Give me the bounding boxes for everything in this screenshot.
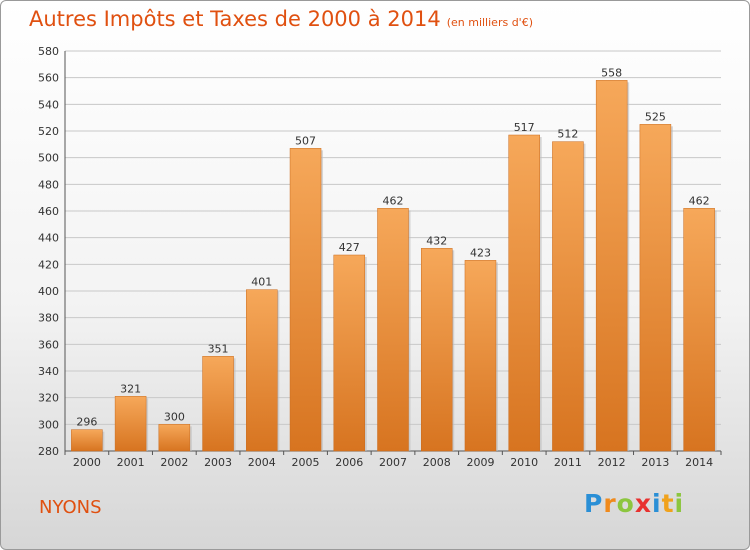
x-tick-label: 2009 xyxy=(466,456,494,469)
x-tick-label: 2005 xyxy=(292,456,320,469)
y-tick-label: 580 xyxy=(38,45,59,58)
chart-title: Autres Impôts et Taxes de 2000 à 2014 (en… xyxy=(29,7,533,31)
data-label-2005: 507 xyxy=(295,134,316,147)
x-tick-label: 2000 xyxy=(73,456,101,469)
y-tick-label: 480 xyxy=(38,178,59,191)
x-tick-label: 2014 xyxy=(685,456,713,469)
y-tick-label: 560 xyxy=(38,72,59,85)
data-label-2003: 351 xyxy=(208,342,229,355)
proxiti-logo: Proxiti xyxy=(584,489,684,518)
logo-letter: t xyxy=(661,489,675,518)
data-label-2006: 427 xyxy=(339,241,360,254)
y-tick-label: 400 xyxy=(38,285,59,298)
logo-letter: i xyxy=(674,489,685,518)
x-tick-label: 2011 xyxy=(554,456,582,469)
data-label-2010: 517 xyxy=(514,121,535,134)
logo-letter: x xyxy=(634,489,652,518)
logo-letter: i xyxy=(652,489,662,518)
bar-2002 xyxy=(158,424,191,452)
data-label-2000: 296 xyxy=(76,416,97,429)
logo-letter: o xyxy=(616,489,635,518)
bar-2007 xyxy=(377,208,409,452)
x-tick-label: 2004 xyxy=(248,456,276,469)
data-label-2009: 423 xyxy=(470,246,491,259)
x-tick-label: 2006 xyxy=(335,456,363,469)
y-tick-label: 500 xyxy=(38,152,59,165)
logo-letter: r xyxy=(603,489,617,518)
y-tick-label: 340 xyxy=(38,365,59,378)
bar-2001 xyxy=(114,396,147,452)
y-tick-label: 460 xyxy=(38,205,59,218)
x-tick-label: 2008 xyxy=(423,456,451,469)
bar-2005 xyxy=(289,148,322,452)
y-tick-label: 420 xyxy=(38,258,59,271)
y-tick-label: 300 xyxy=(38,418,59,431)
y-tick-label: 320 xyxy=(38,392,59,405)
x-tick-label: 2001 xyxy=(117,456,145,469)
logo-letter: P xyxy=(584,489,604,518)
bar-2013 xyxy=(639,124,672,452)
y-tick-label: 440 xyxy=(38,232,59,245)
bar-2009 xyxy=(464,260,497,452)
x-tick-label: 2003 xyxy=(204,456,232,469)
data-label-2012: 558 xyxy=(601,66,622,79)
x-tick-label: 2002 xyxy=(160,456,188,469)
bar-2004 xyxy=(246,289,278,452)
data-label-2013: 525 xyxy=(645,110,666,123)
data-label-2002: 300 xyxy=(164,410,185,423)
data-label-2011: 512 xyxy=(557,128,578,141)
chart-title-text: Autres Impôts et Taxes de 2000 à 2014 xyxy=(29,7,441,31)
bar-2000 xyxy=(71,429,103,452)
y-tick-label: 380 xyxy=(38,312,59,325)
x-tick-label: 2010 xyxy=(510,456,538,469)
bar-2010 xyxy=(508,134,540,452)
data-label-2004: 401 xyxy=(251,276,272,289)
data-label-2001: 321 xyxy=(120,382,141,395)
data-label-2014: 462 xyxy=(689,194,710,207)
y-tick-label: 520 xyxy=(38,125,59,138)
data-label-2008: 432 xyxy=(426,234,447,247)
chart-unit-note: (en milliers d'€) xyxy=(446,16,533,29)
bar-2011 xyxy=(552,141,584,452)
bar-2008 xyxy=(420,248,453,452)
y-tick-label: 280 xyxy=(38,445,59,458)
bar-2006 xyxy=(333,254,366,452)
data-label-2007: 462 xyxy=(383,194,404,207)
y-tick-label: 540 xyxy=(38,98,59,111)
bar-2003 xyxy=(202,356,234,452)
y-tick-label: 360 xyxy=(38,338,59,351)
bar-2012 xyxy=(595,80,628,452)
bars xyxy=(71,80,717,452)
x-tick-label: 2012 xyxy=(598,456,626,469)
x-tick-label: 2013 xyxy=(641,456,669,469)
labels: 280 300 320 340 360 380 400 420 440 460 480 500 520 5… xyxy=(38,45,713,469)
bar-2014 xyxy=(683,208,715,452)
x-tick-label: 2007 xyxy=(379,456,407,469)
city-name: NYONS xyxy=(39,497,102,518)
